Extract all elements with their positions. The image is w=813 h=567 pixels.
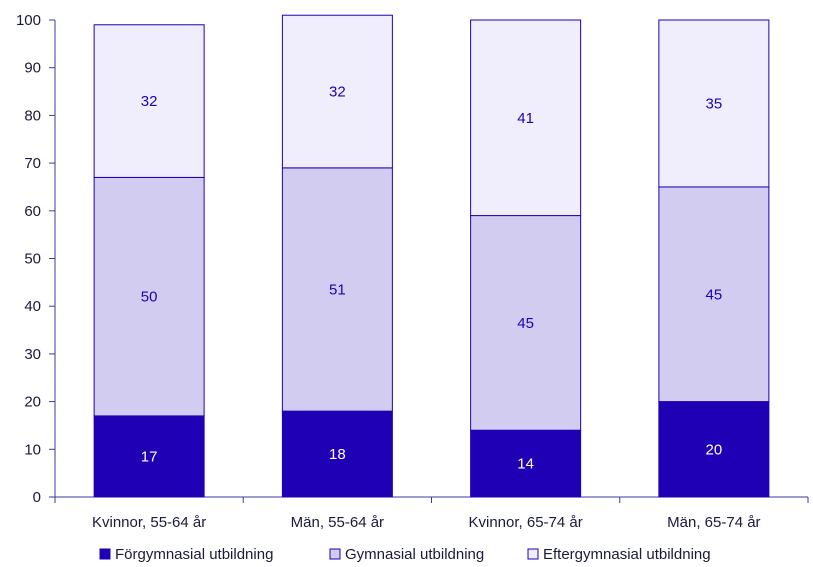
y-tick-label: 80: [24, 107, 41, 124]
x-category-label: Kvinnor, 65-74 år: [469, 514, 583, 531]
bar-segment: [470, 429, 582, 498]
y-tick-label: 30: [24, 346, 41, 363]
data-label: 45: [706, 286, 723, 303]
legend-swatch: [329, 548, 341, 560]
data-label: 14: [517, 456, 534, 473]
data-label: 35: [706, 95, 723, 112]
y-tick-label: 0: [33, 489, 41, 506]
data-label: 45: [517, 315, 534, 332]
x-category-label: Män, 55-64 år: [291, 514, 384, 531]
bar-segment: [470, 19, 582, 217]
data-label: 18: [329, 446, 346, 463]
bar-segment: [658, 186, 770, 403]
y-tick-label: 90: [24, 60, 41, 77]
y-tick-label: 40: [24, 298, 41, 315]
legend-label: Gymnasial utbildning: [345, 546, 484, 563]
y-axis: 0 10 20 30 40 50 60 70 80 90 100: [16, 12, 56, 506]
y-tick-label: 100: [16, 12, 41, 29]
bar-segment: [93, 24, 205, 178]
data-label: 20: [706, 441, 723, 458]
bar-segment: [281, 14, 393, 169]
data-label: 32: [329, 84, 346, 101]
x-axis: Kvinnor, 55-64 år Män, 55-64 år Kvinnor, 6…: [54, 496, 809, 531]
y-tick-label: 70: [24, 155, 41, 172]
data-label: 41: [517, 110, 534, 127]
data-label: 51: [329, 282, 346, 299]
legend: Förgymnasial utbildning Gymnasial utbildn…: [99, 546, 711, 563]
data-label: 50: [141, 289, 158, 306]
y-tick-label: 60: [24, 203, 41, 220]
bar-segment: [658, 401, 770, 498]
bars: 17 50 32 18 51 32 14 45 41 20 45 35: [93, 14, 770, 498]
bar-segment: [281, 167, 393, 412]
data-label: 17: [141, 448, 158, 465]
legend-swatch: [99, 548, 111, 560]
y-tick-label: 10: [24, 441, 41, 458]
y-tick-label: 50: [24, 251, 41, 268]
bar-segment: [470, 215, 582, 431]
x-category-label: Män, 65-74 år: [667, 514, 760, 531]
legend-label: Förgymnasial utbildning: [115, 546, 273, 563]
data-label: 32: [141, 93, 158, 110]
legend-label: Eftergymnasial utbildning: [543, 546, 711, 563]
bar-segment: [658, 19, 770, 188]
legend-swatch: [527, 548, 539, 560]
y-tick-label: 20: [24, 394, 41, 411]
bar-segment: [281, 410, 393, 498]
x-category-label: Kvinnor, 55-64 år: [92, 514, 206, 531]
